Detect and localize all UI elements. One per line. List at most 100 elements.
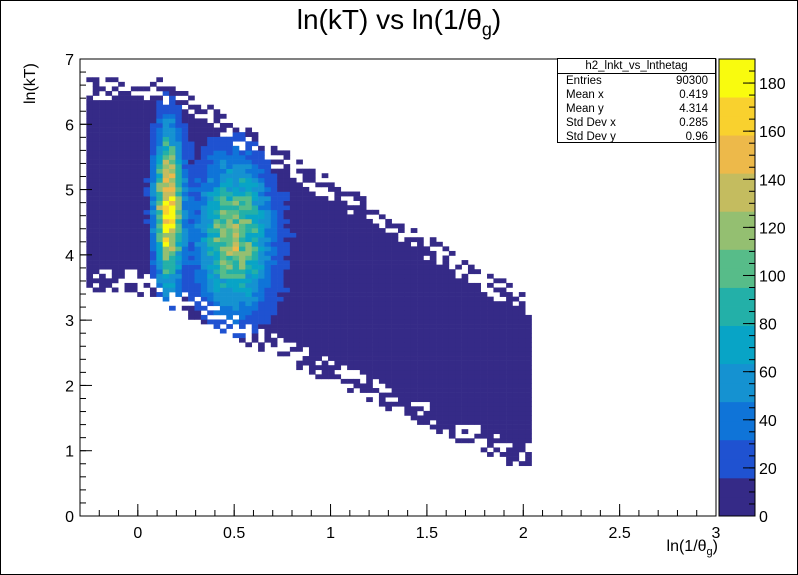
heatmap-cell [302,287,310,293]
heatmap-cell [442,351,450,357]
heatmap-cell [378,287,386,293]
heatmap-cell [442,420,450,425]
heatmap-cell [429,374,437,380]
heatmap-cell [455,324,462,329]
heatmap-cell [86,241,94,247]
heatmap-cell [340,209,348,215]
heatmap-cell [124,209,132,215]
heatmap-cell [429,260,437,265]
heatmap-cell [149,168,157,174]
heatmap-cell [162,260,170,265]
heatmap-cell [442,319,450,325]
heatmap-cell [328,346,335,352]
heatmap-cell [239,232,246,238]
heatmap-cell [130,173,138,179]
heatmap-cell [296,186,303,192]
heatmap-cell [264,278,272,284]
heatmap-cell [118,209,125,215]
heatmap-cell [175,278,183,284]
heatmap-cell [499,356,507,361]
heatmap-cell [264,232,272,238]
heatmap-cell [188,104,195,110]
heatmap-cell [410,264,418,270]
heatmap-cell [169,264,176,270]
heatmap-cell [239,168,246,174]
heatmap-cell [518,424,526,430]
heatmap-cell [264,182,272,188]
heatmap-cell [398,282,405,288]
heatmap-cell [359,223,367,229]
heatmap-cell [245,214,253,220]
heatmap-cell [251,164,259,169]
heatmap-cell [207,278,214,284]
heatmap-cell [359,351,367,357]
heatmap-cell [378,397,386,403]
heatmap-cell [270,186,278,192]
heatmap-cell [493,346,501,352]
heatmap-cell [219,319,227,325]
heatmap-cell [410,328,418,334]
heatmap-cell [239,250,246,256]
heatmap-cell [130,282,138,288]
heatmap-cell [277,186,284,192]
heatmap-cell [321,196,329,201]
heatmap-cell [277,305,284,311]
heatmap-cell [391,264,399,270]
heatmap-cell [499,324,507,329]
heatmap-cell [512,420,520,425]
heatmap-cell [143,250,151,256]
palette-segment [719,230,755,250]
heatmap-cell [448,351,456,357]
heatmap-cell [429,287,437,293]
heatmap-cell [525,392,532,398]
heatmap-cell [92,269,100,275]
heatmap-cell [258,218,265,224]
heatmap-cell [194,159,202,165]
heatmap-cell [436,324,443,329]
heatmap-cell [99,150,106,156]
heatmap-cell [302,223,310,229]
x-axis-label: ln(1/θg) [666,538,718,559]
heatmap-cell [258,246,265,252]
heatmap-cell [289,241,297,247]
heatmap-cell [200,319,208,325]
heatmap-cell [86,214,94,220]
heatmap-cell [289,191,297,197]
heatmap-cell [143,86,151,92]
heatmap-cell [194,237,202,243]
heatmap-cell [169,250,176,256]
heatmap-cell [461,273,469,279]
heatmap-cell [315,273,322,279]
heatmap-cell [391,374,399,380]
heatmap-cell [188,264,195,270]
heatmap-cell [289,273,297,279]
heatmap-cell [289,319,297,325]
heatmap-cell [391,310,399,316]
heatmap-cell [334,241,342,247]
heatmap-cell [258,145,265,151]
heatmap-cell [207,273,214,279]
heatmap-cell [213,136,221,142]
heatmap-cell [334,250,342,256]
heatmap-cell [506,346,513,352]
heatmap-cell [175,282,183,288]
heatmap-cell [487,342,494,348]
heatmap-cell [315,314,322,320]
heatmap-cell [169,145,176,151]
heatmap-cell [105,196,113,201]
heatmap-cell [213,150,221,156]
heatmap-cell [175,90,183,96]
heatmap-cell [245,205,253,211]
heatmap-cell [175,200,183,206]
heatmap-cell [506,282,513,288]
heatmap-cell [353,237,361,243]
heatmap-cell [213,127,221,133]
heatmap-cell [467,360,475,366]
heatmap-cell [219,310,227,316]
heatmap-cell [188,269,195,275]
heatmap-cell [143,122,151,128]
heatmap-cell [99,100,106,105]
heatmap-cell [512,456,520,462]
heatmap-cell [86,113,94,119]
heatmap-cell [289,196,297,201]
